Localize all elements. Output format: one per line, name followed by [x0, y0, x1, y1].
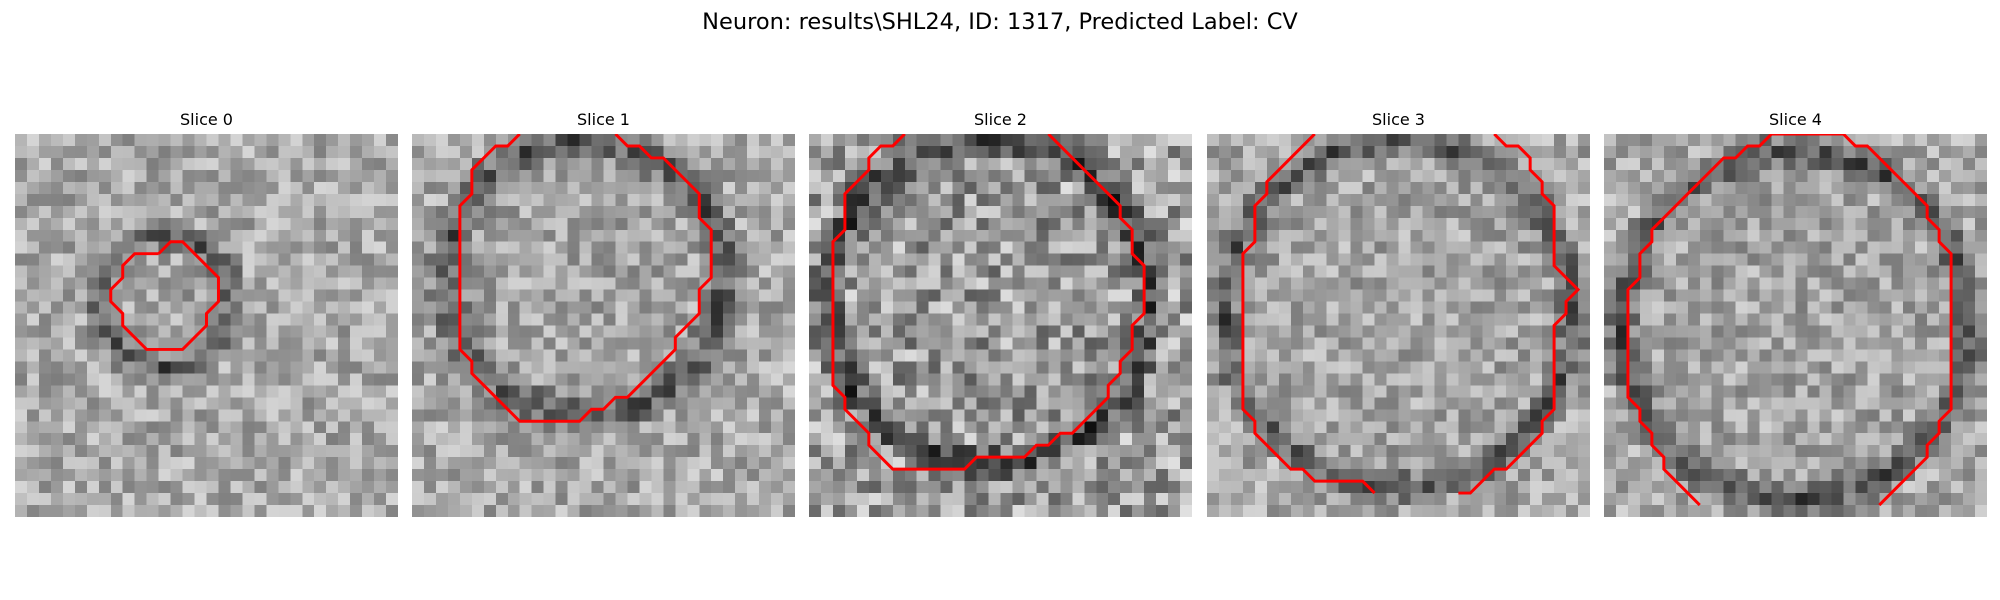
- microscopy-slice-image-1: [412, 134, 795, 517]
- slice-title-3: Slice 3: [1372, 110, 1425, 129]
- segmentation-contour-0: [109, 240, 220, 351]
- slice-panel-1: Slice 1: [412, 110, 795, 517]
- microscopy-slice-image-0: [15, 134, 398, 517]
- slice-panel-0: Slice 0: [15, 110, 398, 517]
- microscopy-slice-image-3: [1207, 134, 1590, 517]
- segmentation-contour-3b: [1458, 134, 1581, 495]
- slice-panel-3: Slice 3: [1207, 110, 1590, 517]
- slice-title-0: Slice 0: [180, 110, 233, 129]
- slice-title-4: Slice 4: [1769, 110, 1822, 129]
- microscopy-slice-image-4: [1604, 134, 1987, 517]
- segmentation-contour-4: [1626, 134, 1953, 507]
- segmentation-contour-3: [1241, 134, 1376, 495]
- slice-panel-2: Slice 2: [809, 110, 1192, 517]
- segmentation-contour-2: [831, 134, 1146, 471]
- slice-panel-4: Slice 4: [1604, 110, 1987, 517]
- segmentation-contour-1: [458, 134, 713, 423]
- figure-title: Neuron: results\SHL24, ID: 1317, Predict…: [702, 9, 1298, 35]
- microscopy-slice-image-2: [809, 134, 1192, 517]
- slice-title-2: Slice 2: [974, 110, 1027, 129]
- slice-title-1: Slice 1: [577, 110, 630, 129]
